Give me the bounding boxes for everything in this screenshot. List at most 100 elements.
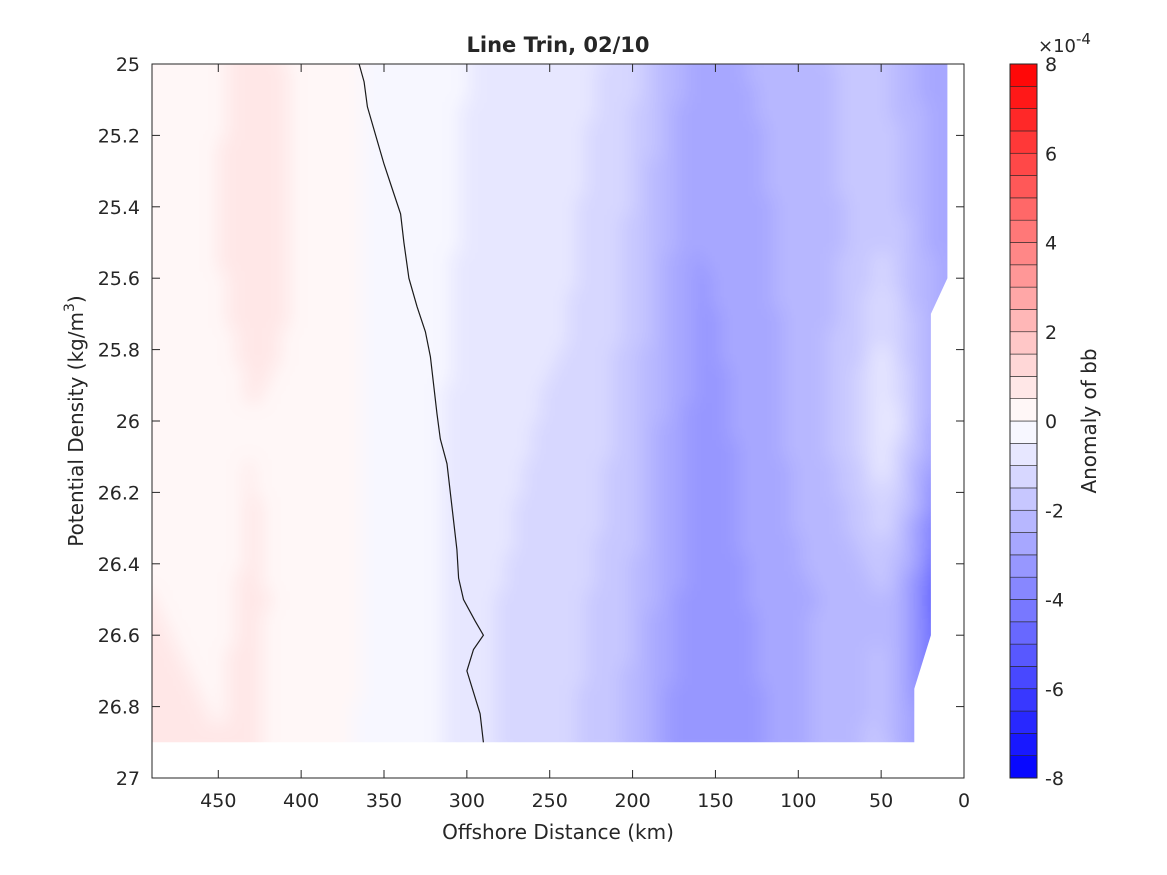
field-cell	[289, 196, 299, 216]
field-cell	[657, 591, 668, 611]
field-cell	[495, 121, 506, 141]
field-cell	[468, 196, 479, 216]
field-cell	[810, 459, 820, 479]
field-cell	[693, 459, 703, 479]
field-cell	[729, 158, 739, 179]
field-cell	[783, 572, 793, 592]
field-cell	[810, 234, 820, 254]
field-cell	[693, 102, 703, 122]
colorbar-swatch	[1009, 219, 1038, 243]
field-cell	[819, 703, 829, 724]
colorbar-swatch	[1009, 376, 1038, 399]
field-cell	[152, 666, 156, 686]
field-cell	[827, 609, 838, 630]
field-cell	[199, 497, 210, 517]
field-cell	[890, 478, 901, 498]
colorbar-swatch	[1009, 532, 1038, 556]
field-cell	[819, 684, 829, 705]
field-cell	[549, 440, 560, 461]
field-cell	[693, 346, 703, 367]
field-cell	[208, 497, 219, 517]
field-cell	[774, 497, 784, 517]
field-cell	[738, 741, 748, 743]
field-cell	[226, 478, 237, 498]
field-cell	[657, 609, 668, 630]
field-cell	[433, 158, 443, 179]
field-cell	[388, 741, 398, 743]
field-cell	[845, 459, 856, 479]
field-cell	[397, 384, 407, 404]
field-cell	[495, 158, 506, 179]
field-cell	[208, 534, 219, 555]
field-cell	[217, 497, 228, 517]
field-cell	[433, 83, 443, 104]
field-cell	[450, 140, 461, 160]
field-cell	[890, 741, 901, 743]
field-cell	[137, 309, 147, 328]
field-cell	[908, 403, 919, 423]
field-cell	[756, 215, 766, 235]
field-cell	[585, 290, 596, 310]
field-cell	[621, 666, 632, 686]
field-cell	[926, 158, 937, 179]
field-cell	[406, 140, 416, 160]
field-cell	[442, 215, 452, 235]
field-cell	[316, 553, 326, 573]
field-cell	[289, 628, 299, 649]
field-cell	[298, 384, 308, 404]
field-cell	[854, 290, 865, 310]
field-cell	[208, 403, 219, 423]
field-cell	[190, 591, 201, 611]
field-cell	[854, 140, 865, 160]
field-cell	[666, 384, 676, 404]
field-cell	[181, 196, 192, 216]
field-cell	[137, 103, 147, 122]
field-cell	[908, 215, 919, 235]
field-cell	[693, 684, 703, 705]
field-cell	[424, 666, 434, 686]
field-cell	[738, 384, 748, 404]
field-cell	[675, 741, 685, 743]
field-cell	[137, 441, 147, 460]
field-cell	[621, 572, 632, 592]
field-cell	[881, 327, 892, 348]
field-cell	[810, 158, 820, 179]
field-cell	[881, 722, 892, 742]
field-cell	[128, 535, 138, 554]
field-cell	[972, 685, 982, 704]
field-cell	[253, 271, 264, 292]
field-cell	[217, 384, 228, 404]
field-cell	[765, 478, 775, 498]
field-cell	[325, 309, 335, 329]
field-cell	[881, 140, 892, 160]
field-cell	[253, 609, 264, 630]
field-cell	[756, 121, 766, 141]
field-cell	[459, 121, 470, 141]
field-cell	[289, 591, 299, 611]
field-cell	[504, 421, 515, 442]
field-cell	[307, 741, 317, 743]
field-cell	[450, 684, 461, 705]
field-cell	[603, 421, 614, 442]
field-cell	[495, 384, 506, 404]
field-cell	[899, 459, 910, 479]
field-cell	[585, 384, 596, 404]
field-cell	[504, 346, 515, 367]
field-cell	[244, 252, 255, 273]
field-cell	[594, 741, 605, 743]
field-cell	[163, 478, 174, 498]
field-cell	[208, 515, 219, 536]
field-cell	[738, 459, 748, 479]
field-cell	[836, 365, 847, 385]
field-cell	[863, 478, 874, 498]
field-cell	[442, 384, 452, 404]
field-cell	[576, 591, 587, 611]
colorbar-swatch	[1009, 576, 1038, 600]
field-cell	[774, 591, 784, 611]
field-cell	[917, 64, 928, 85]
field-cell	[666, 403, 676, 423]
field-cell	[217, 591, 228, 611]
field-cell	[585, 271, 596, 292]
field-cell	[244, 591, 255, 611]
field-cell	[801, 346, 811, 367]
